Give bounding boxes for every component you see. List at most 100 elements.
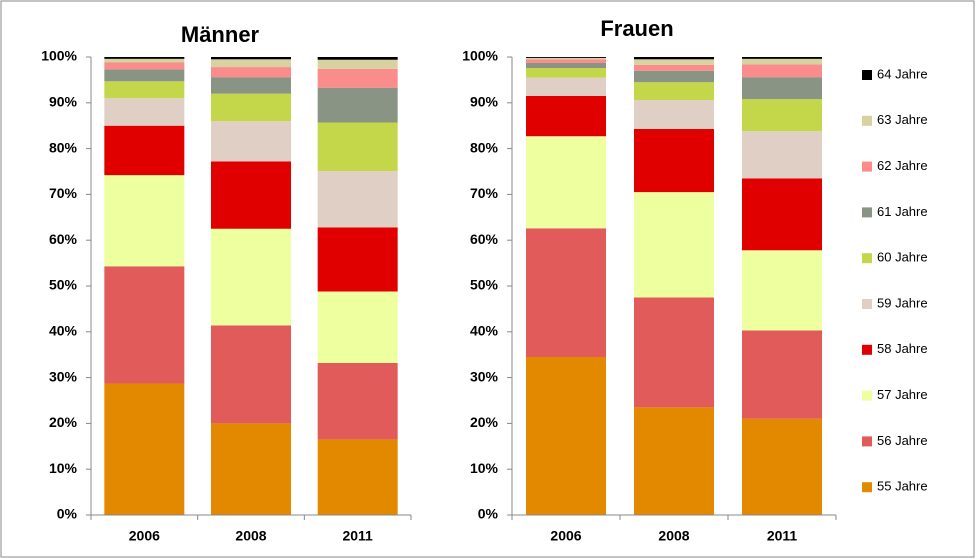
y-tick-label: 60%: [470, 231, 499, 247]
bar-segment: [742, 99, 822, 132]
bar-segment: [526, 356, 606, 515]
x-tick-label: 2008: [235, 528, 266, 544]
y-tick-label: 80%: [470, 139, 499, 155]
bar-segment: [211, 121, 291, 162]
legend-label: 57 Jahre: [877, 387, 928, 402]
y-tick-label: 0%: [478, 506, 499, 522]
legend-label: 61 Jahre: [877, 204, 928, 219]
bar-segment: [317, 59, 398, 69]
legend-swatch: [862, 299, 872, 309]
bar-segment: [742, 58, 822, 65]
y-tick-label: 100%: [41, 48, 77, 64]
chart-title: Frauen: [600, 16, 673, 41]
bar-segment: [742, 178, 822, 251]
y-tick-label: 50%: [470, 277, 499, 293]
x-tick-label: 2006: [550, 528, 581, 544]
bar-segment: [104, 57, 185, 59]
bar-segment: [742, 64, 822, 78]
legend-swatch: [862, 253, 872, 264]
y-tick-label: 40%: [49, 323, 78, 339]
bar-segment: [317, 57, 398, 60]
bar-segment: [526, 62, 606, 68]
y-tick-label: 20%: [470, 414, 499, 430]
legend-label: 55 Jahre: [877, 479, 928, 494]
legend-label: 62 Jahre: [877, 158, 928, 173]
bar-segment: [634, 407, 714, 515]
chart-title: Männer: [181, 22, 260, 47]
y-tick-label: 30%: [49, 368, 78, 384]
bar-segment: [634, 192, 714, 298]
bar-segment: [742, 418, 822, 515]
bar-segment: [104, 69, 185, 82]
y-tick-label: 90%: [49, 94, 78, 110]
x-tick-label: 2011: [767, 528, 798, 544]
legend-swatch: [862, 482, 872, 493]
bar-segment: [211, 423, 291, 515]
bar-segment: [317, 227, 398, 292]
bar-segment: [742, 250, 822, 331]
bar-segment: [526, 95, 606, 137]
bar-segment: [317, 87, 398, 123]
y-tick-label: 30%: [470, 368, 499, 384]
bar-segment: [104, 62, 185, 70]
bar-segment: [634, 128, 714, 193]
bar-segment: [317, 68, 398, 88]
bar-segment: [634, 82, 714, 101]
bar-segment: [104, 266, 185, 384]
legend-swatch: [862, 207, 872, 218]
y-tick-label: 20%: [49, 414, 78, 430]
bar-segment: [317, 362, 398, 440]
legend-swatch: [862, 70, 872, 80]
bar-segment: [526, 57, 606, 60]
bar-segment: [317, 122, 398, 172]
x-tick-label: 2008: [658, 528, 689, 544]
bar-segment: [526, 57, 606, 58]
bar-segment: [317, 171, 398, 228]
y-tick-label: 60%: [49, 231, 78, 247]
y-tick-label: 50%: [49, 277, 78, 293]
bar-segment: [211, 57, 291, 60]
legend-label: 59 Jahre: [877, 295, 928, 310]
bar-segment: [742, 57, 822, 59]
bar-segment: [317, 291, 398, 363]
bar-segment: [211, 77, 291, 94]
x-tick-label: 2011: [342, 528, 373, 544]
bar-segment: [634, 64, 714, 71]
bar-segment: [104, 175, 185, 267]
bar-segment: [211, 93, 291, 122]
x-tick-label: 2006: [129, 528, 160, 544]
bar-segment: [104, 98, 185, 126]
y-tick-label: 80%: [49, 139, 78, 155]
legend-label: 64 Jahre: [877, 66, 928, 81]
bar-segment: [634, 70, 714, 83]
y-tick-label: 70%: [49, 185, 78, 201]
y-tick-label: 10%: [470, 460, 499, 476]
legend-swatch: [862, 390, 872, 401]
legend-swatch: [862, 161, 872, 172]
bar-segment: [742, 77, 822, 100]
bar-segment: [317, 439, 398, 515]
bar-segment: [634, 59, 714, 65]
bar-segment: [526, 228, 606, 357]
bar-segment: [526, 59, 606, 63]
bar-segment: [211, 325, 291, 424]
bar-segment: [211, 59, 291, 68]
legend-label: 60 Jahre: [877, 250, 928, 265]
y-tick-label: 0%: [57, 506, 78, 522]
legend-label: 56 Jahre: [877, 433, 928, 448]
bar-segment: [104, 125, 185, 176]
bar-segment: [742, 330, 822, 419]
bar-segment: [634, 57, 714, 60]
bar-segment: [211, 67, 291, 78]
bar-segment: [104, 383, 185, 515]
bar-segment: [104, 81, 185, 99]
legend-swatch: [862, 344, 872, 355]
bar-segment: [104, 58, 185, 63]
y-tick-label: 90%: [470, 94, 499, 110]
legend-label: 58 Jahre: [877, 341, 928, 356]
legend-swatch: [862, 115, 872, 126]
y-tick-label: 40%: [470, 323, 499, 339]
bar-segment: [742, 131, 822, 179]
y-tick-label: 70%: [470, 185, 499, 201]
